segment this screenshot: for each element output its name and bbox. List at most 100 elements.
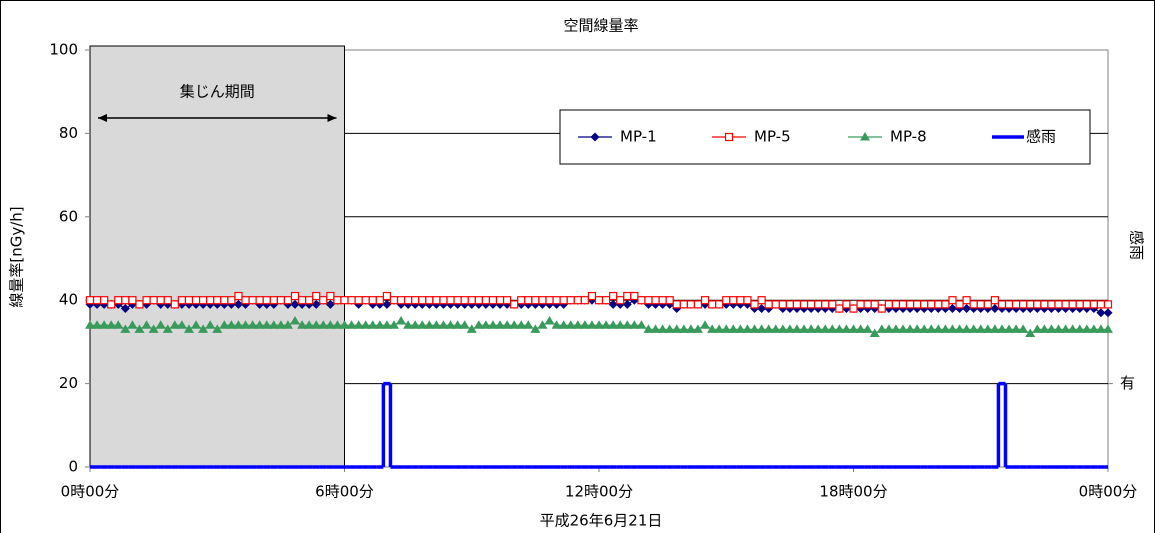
marker [212,324,223,333]
marker [460,296,469,305]
series [85,291,1113,313]
marker [672,300,681,309]
marker [834,324,845,333]
marker [240,320,251,329]
marker [559,296,568,305]
marker [1047,300,1056,309]
marker [651,296,660,305]
marker [424,320,435,329]
marker [538,296,547,305]
marker [784,324,795,333]
y-tick-label: 40 [59,291,78,309]
marker [417,320,428,329]
marker [113,320,124,329]
marker [968,324,979,333]
marker [509,320,520,329]
marker [601,296,611,305]
marker [1011,324,1022,333]
marker [1068,300,1077,309]
marker [757,296,766,305]
marker [425,296,434,305]
marker [297,296,307,305]
marker [756,324,767,333]
marker [990,304,1000,314]
y-tick-label: 60 [59,207,78,225]
marker [778,300,787,309]
marker [360,320,371,329]
marker [982,324,993,333]
marker [743,296,752,305]
marker [835,304,844,313]
marker [842,300,851,309]
marker [862,324,873,333]
marker [989,324,1000,333]
marker [438,320,449,329]
marker [106,320,117,329]
marker [883,324,894,333]
marker [566,296,575,305]
marker [531,296,540,305]
legend-label: MP-5 [754,128,791,146]
marker [127,320,138,329]
marker [849,304,858,313]
y-tick-label: 0 [68,458,78,476]
marker [608,320,619,329]
marker [354,296,363,305]
marker [107,300,116,309]
marker [381,320,392,329]
marker [466,324,477,333]
marker [1018,324,1029,333]
legend-label: MP-1 [620,128,657,146]
series [90,381,1108,469]
marker [664,324,675,333]
x-axis-title: 平成26年6月21日 [540,512,663,530]
marker [311,320,322,329]
marker [206,296,215,305]
marker [374,320,385,329]
marker [99,320,110,329]
marker [248,296,257,305]
marker [905,324,916,333]
marker [410,320,421,329]
marker [791,324,802,333]
marker [990,296,999,305]
marker [876,324,887,333]
shade-label: 集じん期間 [180,83,255,101]
marker [552,296,561,305]
marker [481,296,490,305]
marker [176,320,187,329]
marker [855,324,866,333]
marker [191,296,201,305]
marker [275,320,286,329]
marker [1088,324,1099,333]
marker [728,324,739,333]
chart-title: 空間線量率 [563,17,638,35]
marker [388,320,399,329]
marker [155,320,166,329]
marker [580,296,589,305]
marker [396,296,406,305]
marker [806,324,817,333]
marker [120,324,131,333]
marker [510,300,519,309]
marker [545,296,554,305]
marker [558,320,569,329]
marker [856,300,865,309]
x-tick-label: 0時00分 [61,483,120,501]
marker [692,324,703,333]
marker [445,320,456,329]
marker [1054,300,1063,309]
marker [650,324,661,333]
marker [686,300,696,309]
marker [353,320,364,329]
marker [742,324,753,333]
legend-marker [860,132,870,141]
marker [163,296,172,305]
marker [199,296,208,305]
marker [488,296,498,305]
marker [1046,324,1057,333]
marker [587,291,597,301]
marker [693,300,703,309]
marker [820,324,831,333]
marker [926,324,937,333]
